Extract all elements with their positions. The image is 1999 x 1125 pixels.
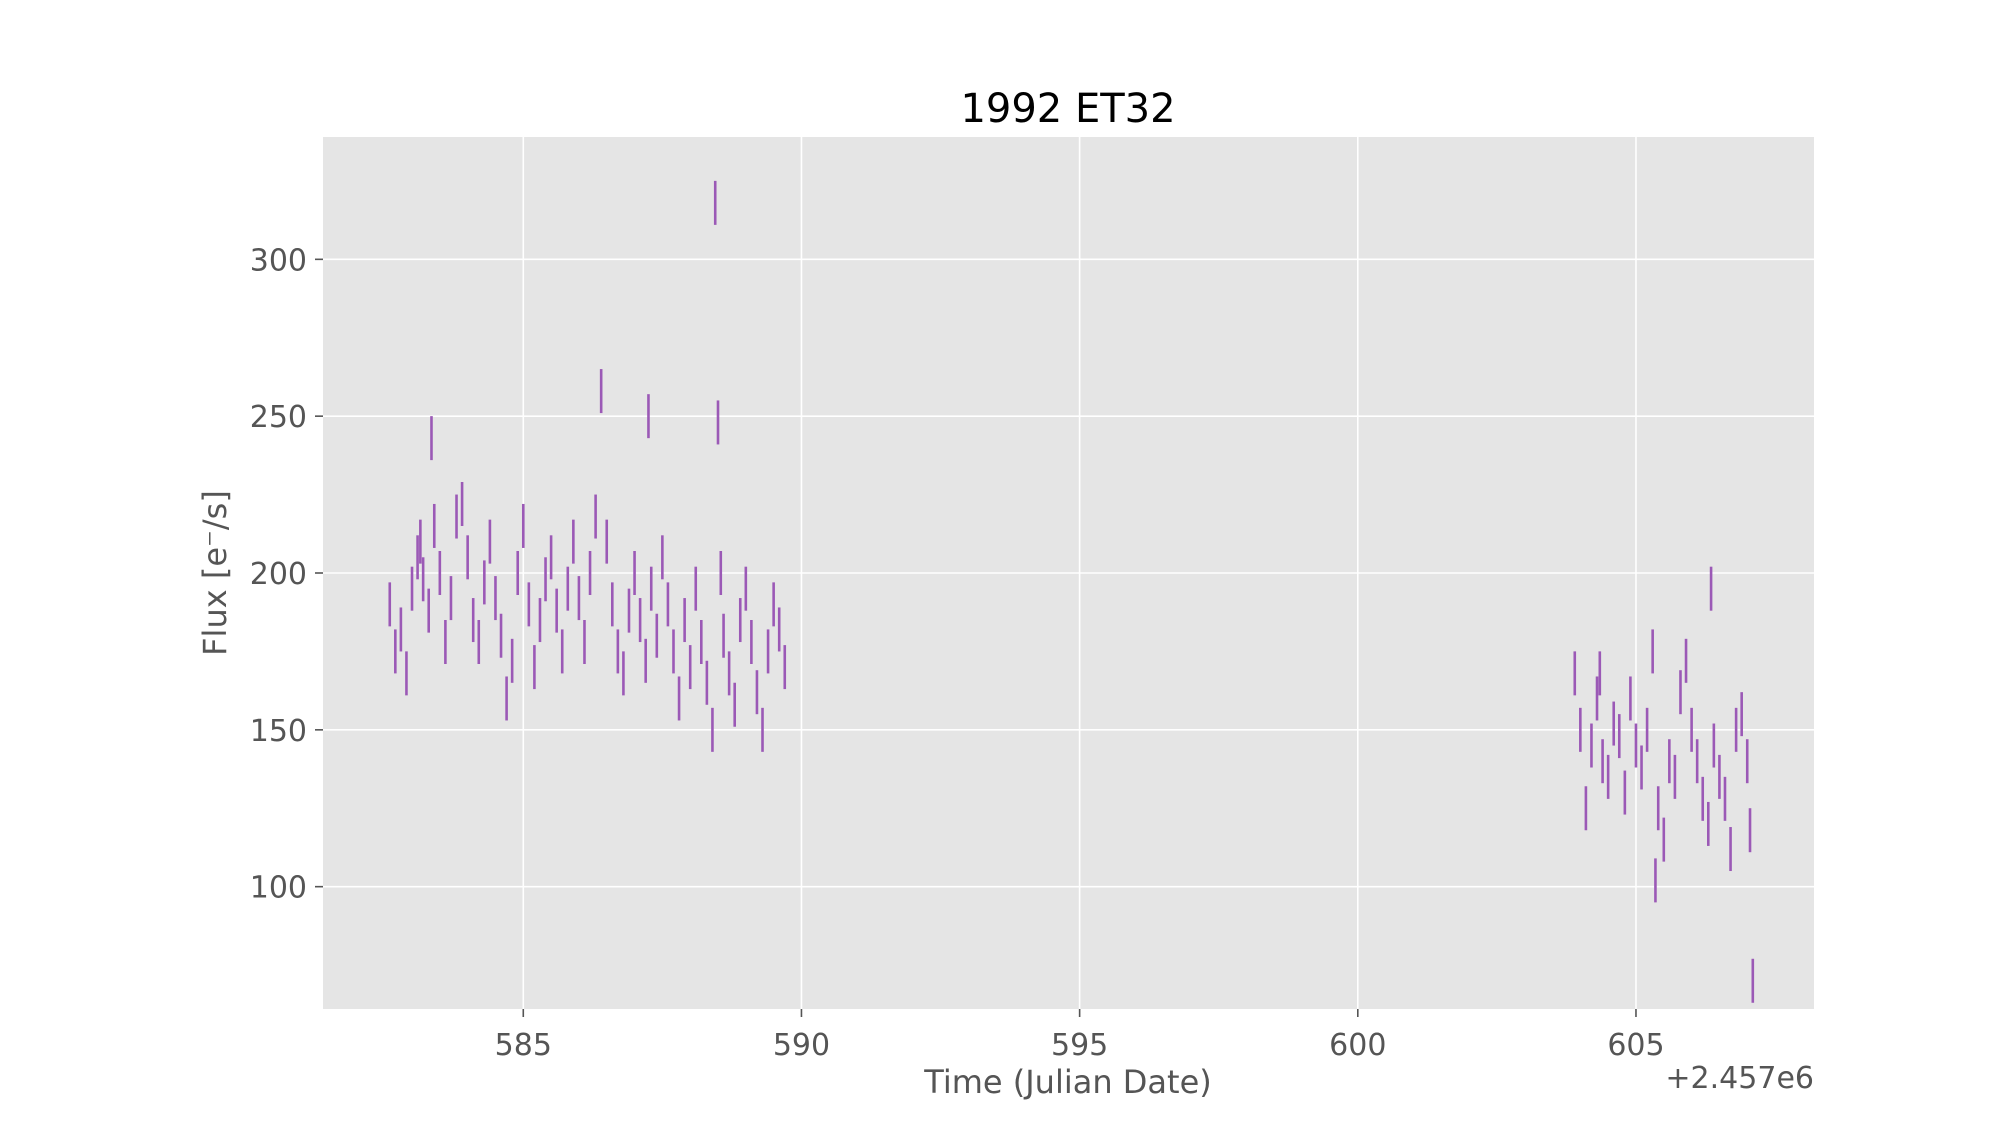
data-points [388,180,1755,1003]
y-tick-label: 150 [250,714,307,749]
y-tick-label: 250 [250,400,307,435]
x-tick-label: 590 [773,1028,830,1063]
y-tick-label: 200 [250,557,307,592]
x-tick-label: 600 [1329,1028,1386,1063]
x-tick-label: 585 [495,1028,552,1063]
x-offset-label: +2.457e6 [1665,1061,1814,1096]
x-axis-label: Time (Julian Date) [923,1063,1212,1101]
x-tick-label: 595 [1051,1028,1108,1063]
x-tick-label: 605 [1607,1028,1664,1063]
y-tick-label: 300 [250,243,307,278]
y-tick-label: 100 [250,871,307,906]
chart-title: 1992 ET32 [960,86,1175,132]
ticks: 585 590 595 600 605 100 150 200 250 300 [250,243,1665,1063]
y-axis-label: Flux [e⁻/s] [196,490,234,656]
grid [323,137,1814,1009]
